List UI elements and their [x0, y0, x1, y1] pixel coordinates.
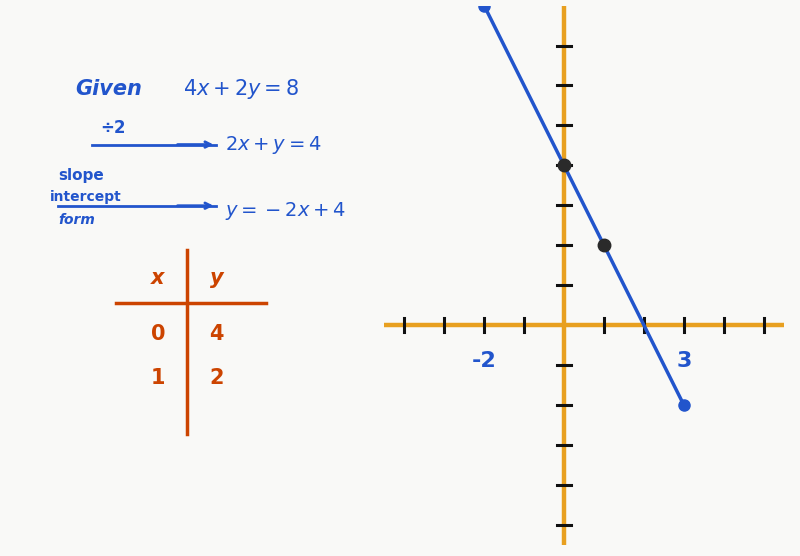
Text: x: x	[151, 268, 165, 288]
Text: form: form	[58, 212, 95, 227]
Text: $y = -2x + 4$: $y = -2x + 4$	[225, 200, 346, 222]
Text: y: y	[210, 268, 223, 288]
Text: slope: slope	[58, 168, 104, 182]
Text: intercept: intercept	[50, 190, 122, 205]
Text: 0: 0	[151, 324, 166, 344]
Text: $2x + y = 4$: $2x + y = 4$	[225, 133, 322, 156]
Text: Given: Given	[75, 79, 142, 99]
Text: 2: 2	[209, 368, 223, 388]
Text: -2: -2	[472, 351, 497, 371]
Text: $4x + 2y = 8$: $4x + 2y = 8$	[183, 77, 299, 101]
Text: 4: 4	[209, 324, 223, 344]
Text: ÷2: ÷2	[100, 119, 126, 137]
Text: 3: 3	[676, 351, 691, 371]
Text: 1: 1	[151, 368, 166, 388]
